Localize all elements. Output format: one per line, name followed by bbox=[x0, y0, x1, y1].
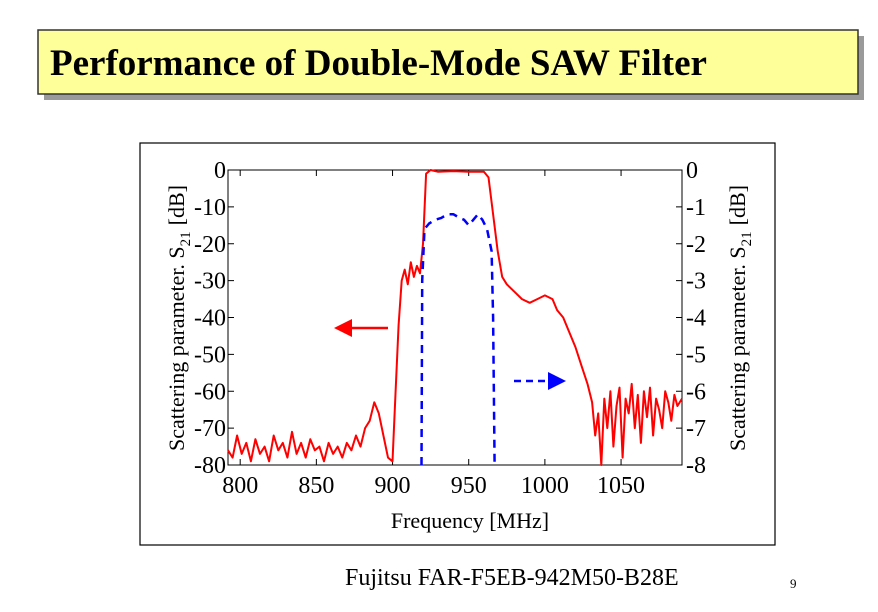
y2-tick-label: -2 bbox=[686, 232, 706, 258]
y2-label-unit: [dB] bbox=[725, 185, 750, 225]
y2-tick-label: -4 bbox=[686, 306, 706, 332]
x-tick-label: 950 bbox=[451, 473, 487, 499]
y2-tick-label: -6 bbox=[686, 379, 706, 405]
title-box bbox=[37, 29, 859, 95]
x-tick-label: 1050 bbox=[597, 473, 645, 499]
y-tick-label: 0 bbox=[214, 158, 226, 184]
page-number: 9 bbox=[790, 576, 797, 591]
series-line bbox=[420, 213, 496, 466]
y-tick-label: -70 bbox=[194, 416, 226, 442]
y2-label-text: Scattering parameter. S bbox=[725, 246, 750, 451]
y2-axis-label: Scattering parameter. S21 [dB] bbox=[725, 185, 755, 451]
caption: Fujitsu FAR-F5EB-942M50-B28E bbox=[345, 565, 679, 591]
arrow-blue-head bbox=[548, 372, 566, 390]
y-label-unit: [dB] bbox=[164, 185, 189, 225]
arrow-red-head bbox=[334, 319, 352, 337]
y-axis-label: Scattering parameter. S21 [dB] bbox=[164, 185, 194, 451]
y-tick-label: -20 bbox=[194, 232, 226, 258]
y2-tick-label: -3 bbox=[686, 269, 706, 295]
y-tick-label: -30 bbox=[194, 269, 226, 295]
y-tick-label: -10 bbox=[194, 195, 226, 221]
y2-tick-label: -1 bbox=[686, 195, 706, 221]
y2-tick-label: 0 bbox=[686, 158, 698, 184]
y-label-text: Scattering parameter. S bbox=[164, 246, 189, 451]
x-tick-label: 850 bbox=[298, 473, 334, 499]
y-label-sub: 21 bbox=[178, 231, 194, 246]
y-tick-label: -60 bbox=[194, 379, 226, 405]
x-tick-label: 900 bbox=[375, 473, 411, 499]
y2-label-sub: 21 bbox=[739, 231, 755, 246]
chart-frame bbox=[139, 142, 776, 546]
x-tick-label: 800 bbox=[222, 473, 258, 499]
x-tick-label: 1000 bbox=[521, 473, 569, 499]
y-tick-label: -50 bbox=[194, 342, 226, 368]
y-tick-label: -80 bbox=[194, 453, 226, 479]
plot: 800 850 900 950 1000 10500-10-20-30-40-50-60-… bbox=[194, 158, 706, 499]
x-axis-label: Frequency [MHz] bbox=[391, 508, 549, 533]
y2-tick-label: -8 bbox=[686, 453, 706, 479]
series-line bbox=[227, 169, 683, 466]
y2-tick-label: -7 bbox=[686, 416, 706, 442]
y2-tick-label: -5 bbox=[686, 342, 706, 368]
y-tick-label: -40 bbox=[194, 306, 226, 332]
slide-title: Performance of Double-Mode SAW Filter bbox=[50, 43, 707, 84]
